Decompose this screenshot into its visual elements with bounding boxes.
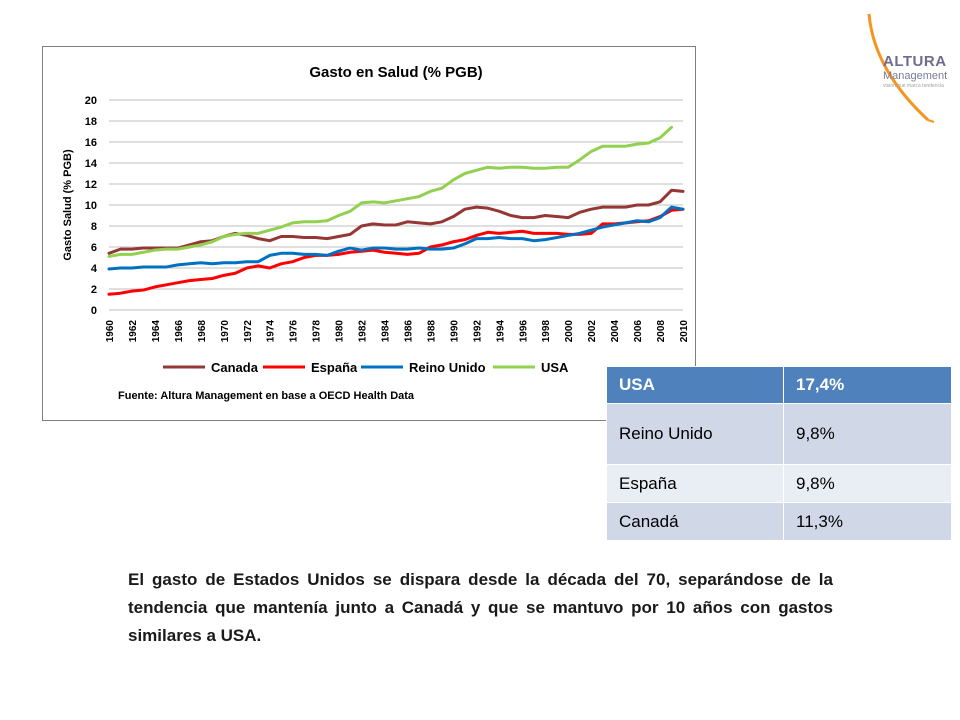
legend-label: Reino Unido bbox=[409, 360, 486, 375]
x-tick-label: 1978 bbox=[312, 320, 323, 343]
y-tick-label: 0 bbox=[91, 305, 97, 317]
table-row: Reino Unido 9,8% bbox=[606, 403, 952, 465]
y-tick-label: 8 bbox=[91, 221, 97, 233]
x-tick-label: 1982 bbox=[358, 320, 369, 343]
x-tick-label: 1990 bbox=[449, 320, 460, 343]
chart-frame: Gasto en Salud (% PGB) 0 2 4 6 8 10 12 14 16 18 20 G… bbox=[42, 46, 696, 421]
x-tick-label: 1962 bbox=[128, 320, 139, 343]
x-tick-label: 1972 bbox=[243, 320, 254, 343]
x-tick-label: 1964 bbox=[151, 320, 162, 343]
summary-table: USA 17,4% Reino Unido 9,8% España 9,8% C… bbox=[606, 366, 952, 541]
table-header-country: USA bbox=[606, 366, 784, 404]
logo-text: ALTURA Management visión que marca tende… bbox=[883, 54, 947, 90]
table-cell-country: España bbox=[606, 464, 784, 503]
x-tick-label: 1968 bbox=[197, 320, 208, 343]
x-tick-label: 1984 bbox=[381, 320, 392, 343]
x-tick-label: 1980 bbox=[335, 320, 346, 343]
series-line-españa bbox=[107, 207, 685, 296]
x-tick-label: 2010 bbox=[679, 320, 690, 343]
x-tick-label: 1986 bbox=[403, 320, 414, 343]
y-tick-label: 18 bbox=[85, 116, 97, 128]
source-note: Fuente: Altura Management en base a OECD… bbox=[118, 390, 415, 402]
table-header-row: USA 17,4% bbox=[606, 366, 952, 404]
y-tick-label: 16 bbox=[85, 137, 97, 149]
x-tick-label: 1998 bbox=[541, 320, 552, 343]
y-tick-label: 6 bbox=[91, 242, 97, 254]
y-tick-label: 12 bbox=[85, 179, 97, 191]
chart-svg: Gasto en Salud (% PGB) 0 2 4 6 8 10 12 14 16 18 20 G… bbox=[62, 64, 690, 402]
logo-arc-icon bbox=[867, 13, 935, 123]
table-row: España 9,8% bbox=[606, 464, 952, 503]
y-tick-label: 4 bbox=[91, 263, 98, 275]
x-tick-label: 1992 bbox=[472, 320, 483, 343]
company-logo bbox=[852, 10, 952, 125]
logo-title: ALTURA bbox=[883, 53, 947, 70]
series-line-usa bbox=[107, 125, 674, 258]
x-tick-label: 1988 bbox=[426, 320, 437, 343]
table-cell-country: Reino Unido bbox=[606, 403, 784, 465]
logo-subtitle: Management bbox=[883, 70, 948, 82]
x-tick-label: 1976 bbox=[289, 320, 300, 343]
table-cell-value: 11,3% bbox=[783, 502, 952, 541]
x-tick-label: 2008 bbox=[656, 320, 667, 343]
legend-label: Canada bbox=[211, 360, 259, 375]
x-tick-label: 1994 bbox=[495, 320, 506, 343]
x-tick-label: 2000 bbox=[564, 320, 575, 343]
y-tick-label: 10 bbox=[85, 200, 97, 212]
table-cell-value: 9,8% bbox=[783, 464, 952, 503]
y-tick-label: 2 bbox=[91, 284, 97, 296]
y-axis-label: Gasto Salud (% PGB) bbox=[62, 149, 74, 261]
x-tick-label: 1960 bbox=[105, 320, 116, 343]
caption-text: El gasto de Estados Unidos se dispara de… bbox=[128, 570, 833, 645]
x-tick-label: 2004 bbox=[610, 320, 621, 343]
x-tick-label: 1996 bbox=[518, 320, 529, 343]
legend-label: España bbox=[311, 360, 358, 375]
legend-label: USA bbox=[541, 360, 569, 375]
y-tick-label: 14 bbox=[85, 158, 98, 170]
x-tick-label: 2006 bbox=[633, 320, 644, 343]
table-header-value: 17,4% bbox=[783, 366, 952, 404]
series-line-canada bbox=[107, 188, 685, 255]
x-tick-label: 2002 bbox=[587, 320, 598, 343]
table-cell-country: Canadá bbox=[606, 502, 784, 541]
logo-tagline: visión que marca tendencia bbox=[883, 83, 944, 89]
table-cell-value: 9,8% bbox=[783, 403, 952, 465]
x-tick-label: 1970 bbox=[220, 320, 231, 343]
x-tick-label: 1966 bbox=[174, 320, 185, 343]
x-tick-label: 1974 bbox=[266, 320, 277, 343]
chart-title: Gasto en Salud (% PGB) bbox=[309, 64, 482, 81]
table-row: Canadá 11,3% bbox=[606, 502, 952, 541]
y-tick-label: 20 bbox=[85, 95, 97, 107]
series-line-reino-unido bbox=[107, 205, 685, 271]
